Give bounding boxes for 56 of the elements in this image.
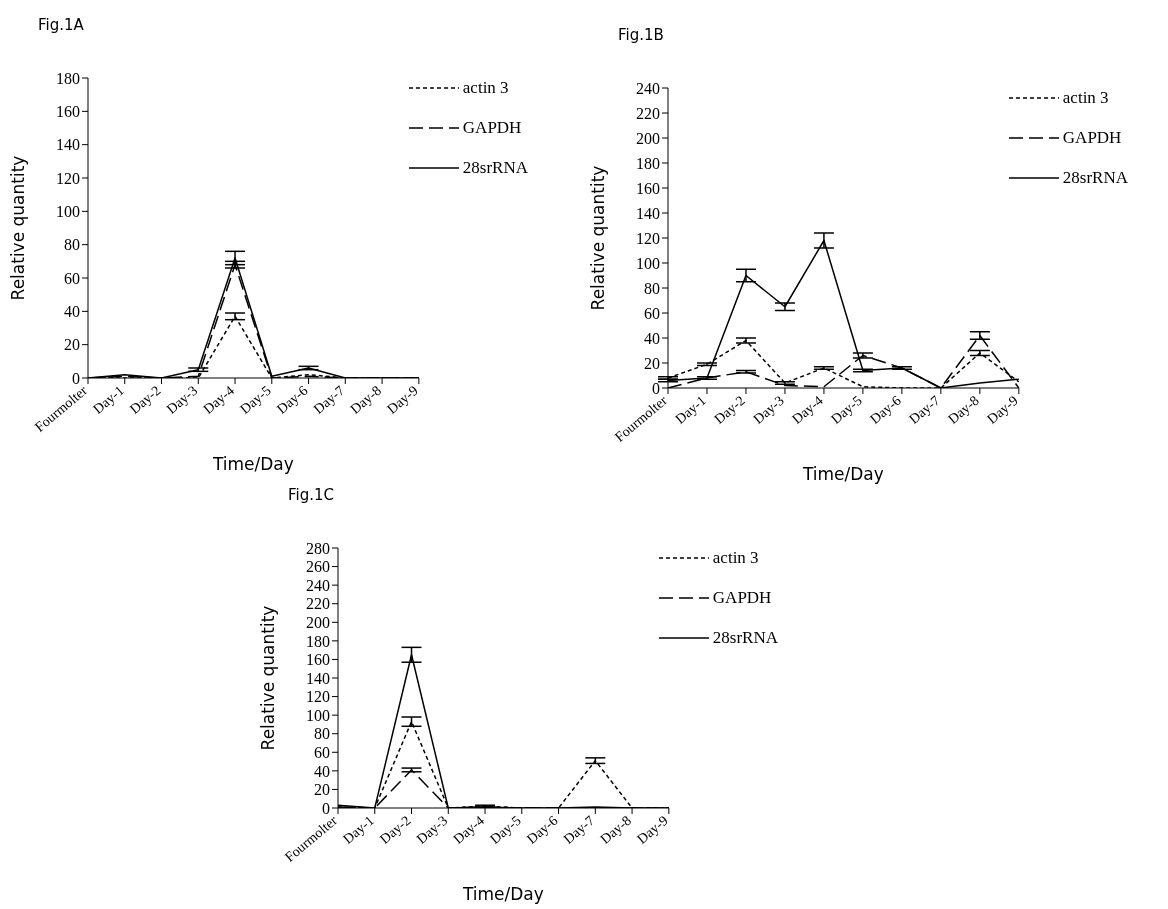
y-tick-label: 140 <box>56 136 80 154</box>
y-tick-label: 60 <box>64 269 80 287</box>
legend-label: 28srRNA <box>462 158 528 178</box>
x-axis-title: Time/Day <box>801 464 884 485</box>
y-tick-label: 20 <box>314 781 330 799</box>
y-tick-label: 20 <box>644 354 660 372</box>
y-tick-label: 220 <box>306 595 330 613</box>
legend-label: GAPDH <box>1062 128 1122 148</box>
y-tick-label: 140 <box>306 669 330 687</box>
legend-label: GAPDH <box>462 118 522 138</box>
y-tick-label: 200 <box>306 613 330 631</box>
y-tick-label: 280 <box>306 539 330 557</box>
y-tick-label: 160 <box>306 651 330 669</box>
y-axis-title: Relative quantity <box>588 165 609 311</box>
y-tick-label: 80 <box>64 236 80 254</box>
y-tick-label: 60 <box>314 743 330 761</box>
y-tick-label: 160 <box>636 179 660 197</box>
y-tick-label: 0 <box>72 369 80 387</box>
chart-title: Fig.1A <box>38 16 84 34</box>
y-tick-label: 60 <box>644 304 660 322</box>
legend-label: 28srRNA <box>1062 168 1128 188</box>
y-tick-label: 120 <box>306 688 330 706</box>
y-tick-label: 0 <box>652 379 660 397</box>
y-axis-title: Relative quantity <box>258 605 279 751</box>
y-tick-label: 80 <box>644 279 660 297</box>
chart-title: Fig.1B <box>618 26 664 44</box>
y-tick-label: 40 <box>314 762 330 780</box>
y-tick-label: 260 <box>306 558 330 576</box>
y-tick-label: 160 <box>56 103 80 121</box>
legend-label: 28srRNA <box>712 628 778 648</box>
y-tick-label: 180 <box>306 632 330 650</box>
y-tick-label: 140 <box>636 204 660 222</box>
legend-label: actin 3 <box>712 548 759 568</box>
y-tick-label: 100 <box>306 706 330 724</box>
legend-label: GAPDH <box>712 588 772 608</box>
y-tick-label: 220 <box>636 104 660 122</box>
y-tick-label: 80 <box>314 725 330 743</box>
y-axis-title: Relative quantity <box>8 155 29 301</box>
y-tick-label: 120 <box>56 169 80 187</box>
y-tick-label: 240 <box>306 576 330 594</box>
x-axis-title: Time/Day <box>211 454 294 475</box>
chart-title: Fig.1C <box>288 486 335 504</box>
y-tick-label: 100 <box>56 203 80 221</box>
y-tick-label: 100 <box>636 254 660 272</box>
y-tick-label: 180 <box>636 154 660 172</box>
y-tick-label: 180 <box>56 69 80 87</box>
y-tick-label: 20 <box>64 336 80 354</box>
legend-label: actin 3 <box>1062 88 1109 108</box>
x-axis-title: Time/Day <box>461 884 544 905</box>
y-tick-label: 120 <box>636 229 660 247</box>
y-tick-label: 200 <box>636 129 660 147</box>
y-tick-label: 40 <box>644 329 660 347</box>
y-tick-label: 40 <box>64 303 80 321</box>
y-tick-label: 0 <box>322 799 330 817</box>
legend-label: actin 3 <box>462 78 509 98</box>
y-tick-label: 240 <box>636 79 660 97</box>
